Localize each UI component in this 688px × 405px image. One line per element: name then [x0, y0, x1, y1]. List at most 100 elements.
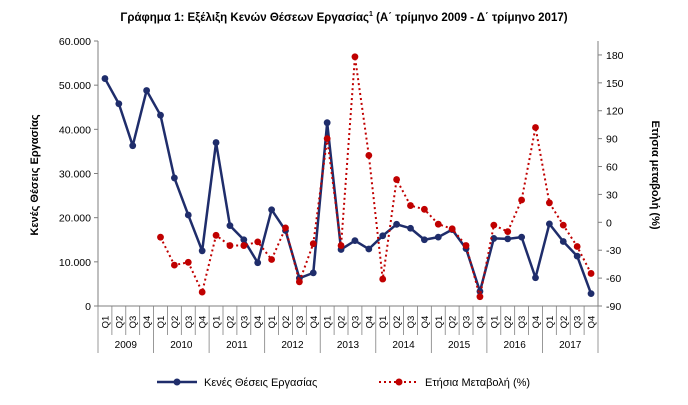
- vacancies-point: [226, 222, 234, 230]
- right-tick-label: -90: [606, 301, 621, 313]
- quarter-label: Q3: [295, 316, 306, 329]
- right-tick-label: -60: [606, 273, 621, 285]
- annual-change-point: [323, 135, 331, 143]
- annual-change-point: [184, 258, 192, 266]
- annual-change-point: [309, 240, 317, 248]
- year-label: 2016: [504, 340, 527, 351]
- quarter-label: Q1: [212, 316, 223, 329]
- right-tick-label: 180: [606, 50, 624, 62]
- quarter-label: Q3: [462, 316, 473, 329]
- annual-change-point: [268, 256, 276, 263]
- annual-change-line: [159, 56, 592, 297]
- annual-change-point: [240, 242, 248, 249]
- vacancies-point: [504, 235, 512, 243]
- legend-label-annual-change: Ετήσια Μεταβολή (%): [425, 377, 530, 389]
- annual-change-point: [365, 151, 373, 159]
- right-tick-label: 0: [606, 217, 612, 229]
- annual-change-point: [351, 53, 359, 61]
- right-tick-label: 90: [606, 134, 618, 146]
- left-tick-label: 50.000: [59, 80, 91, 92]
- quarter-label: Q3: [517, 316, 528, 329]
- left-tick-label: 60.000: [59, 36, 91, 48]
- right-tick-label: -30: [606, 245, 621, 257]
- left-tick-label: 10.000: [59, 257, 91, 269]
- x-axis-labels: Q1 Q2 Q3 Q4 Q1 Q2 Q3 Q4 Q1 Q2 Q3 Q4 Q1 Q2 Q3 Q4 Q1 Q2 Q3 Q4…: [97, 306, 599, 353]
- vacancies-point: [407, 224, 414, 232]
- annual-change-point: [490, 221, 498, 229]
- quarter-label: Q3: [239, 316, 250, 329]
- annual-change-point: [559, 221, 567, 229]
- vacancies-point: [379, 232, 387, 240]
- left-tick-label: 20.000: [59, 213, 91, 225]
- year-label: 2011: [226, 340, 248, 351]
- annual-change-point: [170, 261, 178, 269]
- vacancies-point: [587, 290, 595, 298]
- vacancies-point: [559, 238, 567, 245]
- right-tick-label: 30: [606, 189, 618, 201]
- annual-change-point: [282, 224, 289, 232]
- quarter-label: Q4: [531, 316, 542, 329]
- quarter-label: Q4: [253, 316, 264, 329]
- vacancies-point: [518, 233, 526, 241]
- quarter-label: Q2: [337, 316, 348, 329]
- vacancies-point: [573, 252, 581, 260]
- vacancies-point: [532, 274, 539, 282]
- annual-change-point: [379, 275, 387, 283]
- quarter-label: Q3: [406, 316, 417, 329]
- vacancies-point: [184, 211, 192, 219]
- left-tick-label: 30.000: [59, 169, 91, 181]
- quarter-label: Q2: [114, 316, 125, 329]
- annual-change-series: [157, 53, 595, 301]
- quarter-label: Q1: [267, 316, 278, 329]
- quarter-label: Q1: [489, 316, 500, 329]
- quarter-label: Q4: [587, 316, 598, 329]
- vacancies-point: [420, 236, 428, 244]
- annual-change-point: [212, 231, 220, 239]
- vacancies-point: [309, 269, 317, 277]
- right-tick-label: 120: [606, 106, 624, 118]
- vacancies-point: [254, 259, 262, 267]
- vacancies-point: [129, 142, 137, 150]
- year-label: 2015: [448, 340, 471, 351]
- annual-change-point: [545, 199, 553, 207]
- quarter-label: Q4: [420, 316, 431, 329]
- quarter-label: Q1: [156, 316, 167, 329]
- quarter-label: Q3: [350, 316, 361, 329]
- legend-marker-vacancies: [173, 378, 181, 386]
- legend-label-vacancies: Κενές Θέσεις Εργασίας: [204, 377, 317, 389]
- quarter-label: Q4: [198, 316, 209, 329]
- quarter-label: Q4: [309, 316, 320, 329]
- vacancies-point: [545, 220, 553, 228]
- vacancies-point: [268, 206, 276, 214]
- quarter-label: Q4: [142, 316, 153, 329]
- left-tick-label: 40.000: [59, 124, 91, 136]
- annual-change-point: [504, 228, 512, 236]
- quarter-label: Q2: [170, 316, 181, 329]
- annual-change-point: [587, 270, 595, 277]
- vacancies-point: [198, 247, 206, 255]
- vacancies-point: [170, 174, 178, 182]
- year-label: 2012: [281, 340, 304, 351]
- chart-title: Γράφημα 1: Εξέλιξη Κενών Θέσεων Εργασίας…: [120, 11, 567, 24]
- vacancies-line: [103, 77, 593, 295]
- quarter-label: Q2: [392, 316, 403, 329]
- year-label: 2013: [337, 340, 360, 351]
- annual-change-point: [448, 225, 456, 233]
- left-tick-label: 0: [85, 301, 91, 313]
- right-axis-ticks: -90 -60 -30 0 30 60 90 120 150 180: [598, 50, 624, 313]
- quarter-label: Q1: [545, 316, 556, 329]
- annual-change-point: [532, 124, 539, 131]
- vacancies-point: [365, 245, 373, 253]
- quarter-label: Q3: [573, 316, 584, 329]
- right-axis-label: Ετήσια μεταβολή (%): [649, 120, 661, 229]
- vacancies-point: [101, 75, 109, 82]
- chart-title-period: (Α΄ τρίμηνο 2009 - Δ΄ τρίμηνο 2017): [373, 12, 568, 24]
- quarter-label: Q2: [225, 316, 236, 329]
- annual-change-point: [518, 196, 526, 204]
- left-axis-ticks: 0 10.000 20.000 30.000 40.000 50.000 60.000: [59, 36, 98, 313]
- annual-change-point: [393, 176, 401, 183]
- quarter-label: Q1: [323, 316, 334, 329]
- chart-title-footnote: 1: [369, 11, 373, 18]
- annual-change-point: [295, 278, 303, 286]
- year-label: 2017: [559, 340, 582, 351]
